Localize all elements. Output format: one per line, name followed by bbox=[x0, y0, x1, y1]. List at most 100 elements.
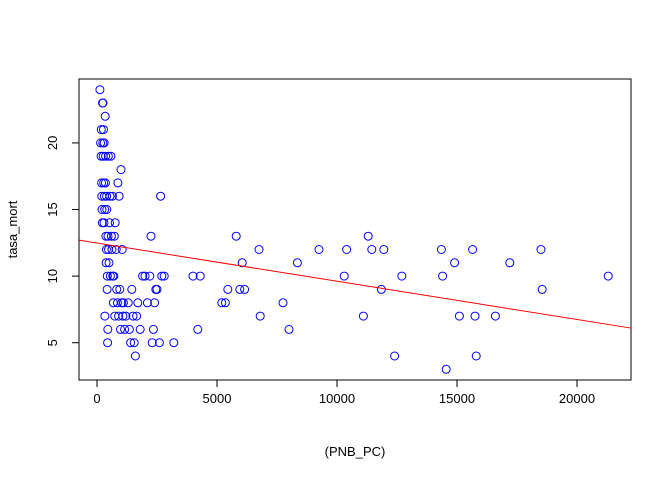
data-point bbox=[169, 338, 179, 348]
data-point bbox=[156, 191, 166, 201]
data-point bbox=[490, 311, 500, 321]
x-tick-label: 0 bbox=[93, 391, 100, 406]
data-point bbox=[129, 338, 139, 348]
data-point bbox=[116, 324, 125, 334]
data-point bbox=[114, 311, 124, 321]
data-point bbox=[107, 191, 117, 201]
data-point bbox=[314, 245, 324, 254]
x-tick-label: 5000 bbox=[203, 391, 232, 406]
data-point bbox=[112, 284, 122, 294]
data-point bbox=[113, 178, 123, 188]
data-point bbox=[95, 85, 105, 95]
data-point bbox=[240, 284, 250, 294]
data-point bbox=[235, 284, 245, 294]
data-point bbox=[100, 311, 110, 321]
y-tick-label: 15 bbox=[45, 202, 60, 216]
data-point bbox=[133, 298, 143, 308]
data-point bbox=[117, 245, 127, 254]
data-point bbox=[603, 271, 613, 281]
data-point bbox=[110, 218, 120, 228]
data-point bbox=[150, 298, 160, 308]
data-point bbox=[130, 351, 140, 361]
data-point bbox=[112, 298, 122, 308]
y-tick-label: 10 bbox=[45, 269, 60, 283]
data-point bbox=[148, 324, 158, 334]
data-point bbox=[342, 245, 352, 254]
data-point bbox=[255, 311, 265, 321]
data-point bbox=[536, 245, 546, 254]
data-point bbox=[102, 191, 112, 201]
data-point bbox=[468, 245, 478, 254]
data-point bbox=[454, 311, 464, 321]
data-point bbox=[103, 231, 113, 241]
data-point bbox=[367, 245, 377, 254]
y-axis: 5 10 15 20 bbox=[45, 136, 80, 346]
data-point bbox=[120, 324, 130, 334]
data-point bbox=[121, 311, 131, 321]
data-point bbox=[220, 298, 230, 308]
data-point bbox=[109, 271, 119, 281]
data-point bbox=[142, 298, 152, 308]
data-point bbox=[470, 311, 480, 321]
data-point bbox=[223, 284, 233, 294]
data-point bbox=[106, 231, 116, 241]
data-point bbox=[441, 364, 451, 374]
data-point bbox=[537, 284, 547, 294]
data-point bbox=[124, 324, 134, 334]
data-point bbox=[96, 138, 106, 148]
data-point bbox=[188, 271, 198, 281]
data-point bbox=[450, 258, 460, 268]
data-point bbox=[138, 271, 148, 281]
data-point bbox=[135, 324, 145, 334]
data-point bbox=[109, 231, 119, 241]
x-tick-label: 15000 bbox=[439, 391, 475, 406]
y-tick-label: 20 bbox=[45, 136, 60, 150]
data-point bbox=[152, 284, 162, 294]
data-point bbox=[100, 111, 110, 121]
data-point bbox=[102, 284, 112, 294]
data-point bbox=[111, 245, 121, 254]
data-point bbox=[154, 338, 164, 348]
data-point bbox=[127, 284, 137, 294]
data-point bbox=[96, 151, 106, 161]
data-point bbox=[104, 258, 114, 268]
data-point bbox=[105, 191, 115, 201]
data-point bbox=[96, 125, 106, 135]
regression-line bbox=[78, 239, 632, 329]
data-point bbox=[97, 178, 107, 188]
data-point bbox=[231, 231, 241, 241]
data-point bbox=[217, 298, 227, 308]
data-point bbox=[376, 284, 386, 294]
data-point bbox=[118, 298, 128, 308]
data-point bbox=[103, 324, 113, 334]
data-point bbox=[358, 311, 368, 321]
data-point bbox=[116, 165, 126, 175]
data-point bbox=[146, 231, 156, 241]
data-point bbox=[397, 271, 407, 281]
data-point bbox=[114, 191, 124, 201]
data-point bbox=[379, 245, 389, 254]
data-point bbox=[105, 271, 115, 281]
data-point bbox=[101, 245, 111, 254]
data-point bbox=[132, 311, 142, 321]
data-point bbox=[101, 258, 111, 268]
data-point bbox=[292, 258, 302, 268]
data-point bbox=[102, 205, 112, 214]
plot-frame bbox=[78, 78, 632, 381]
data-point bbox=[115, 284, 125, 294]
data-point bbox=[438, 271, 448, 281]
data-point bbox=[436, 245, 446, 254]
data-point bbox=[97, 205, 107, 214]
data-point bbox=[284, 324, 294, 334]
data-point bbox=[159, 271, 169, 281]
data-point bbox=[123, 298, 133, 308]
y-axis-label: tasa_mort bbox=[5, 200, 20, 258]
x-axis: 0 5000 10000 15000 20000 bbox=[93, 379, 595, 406]
data-point bbox=[102, 271, 112, 281]
data-point bbox=[363, 231, 373, 241]
data-point bbox=[339, 271, 349, 281]
data-point bbox=[195, 271, 205, 281]
data-point bbox=[126, 338, 136, 348]
data-point bbox=[193, 324, 203, 334]
data-point bbox=[471, 351, 481, 361]
